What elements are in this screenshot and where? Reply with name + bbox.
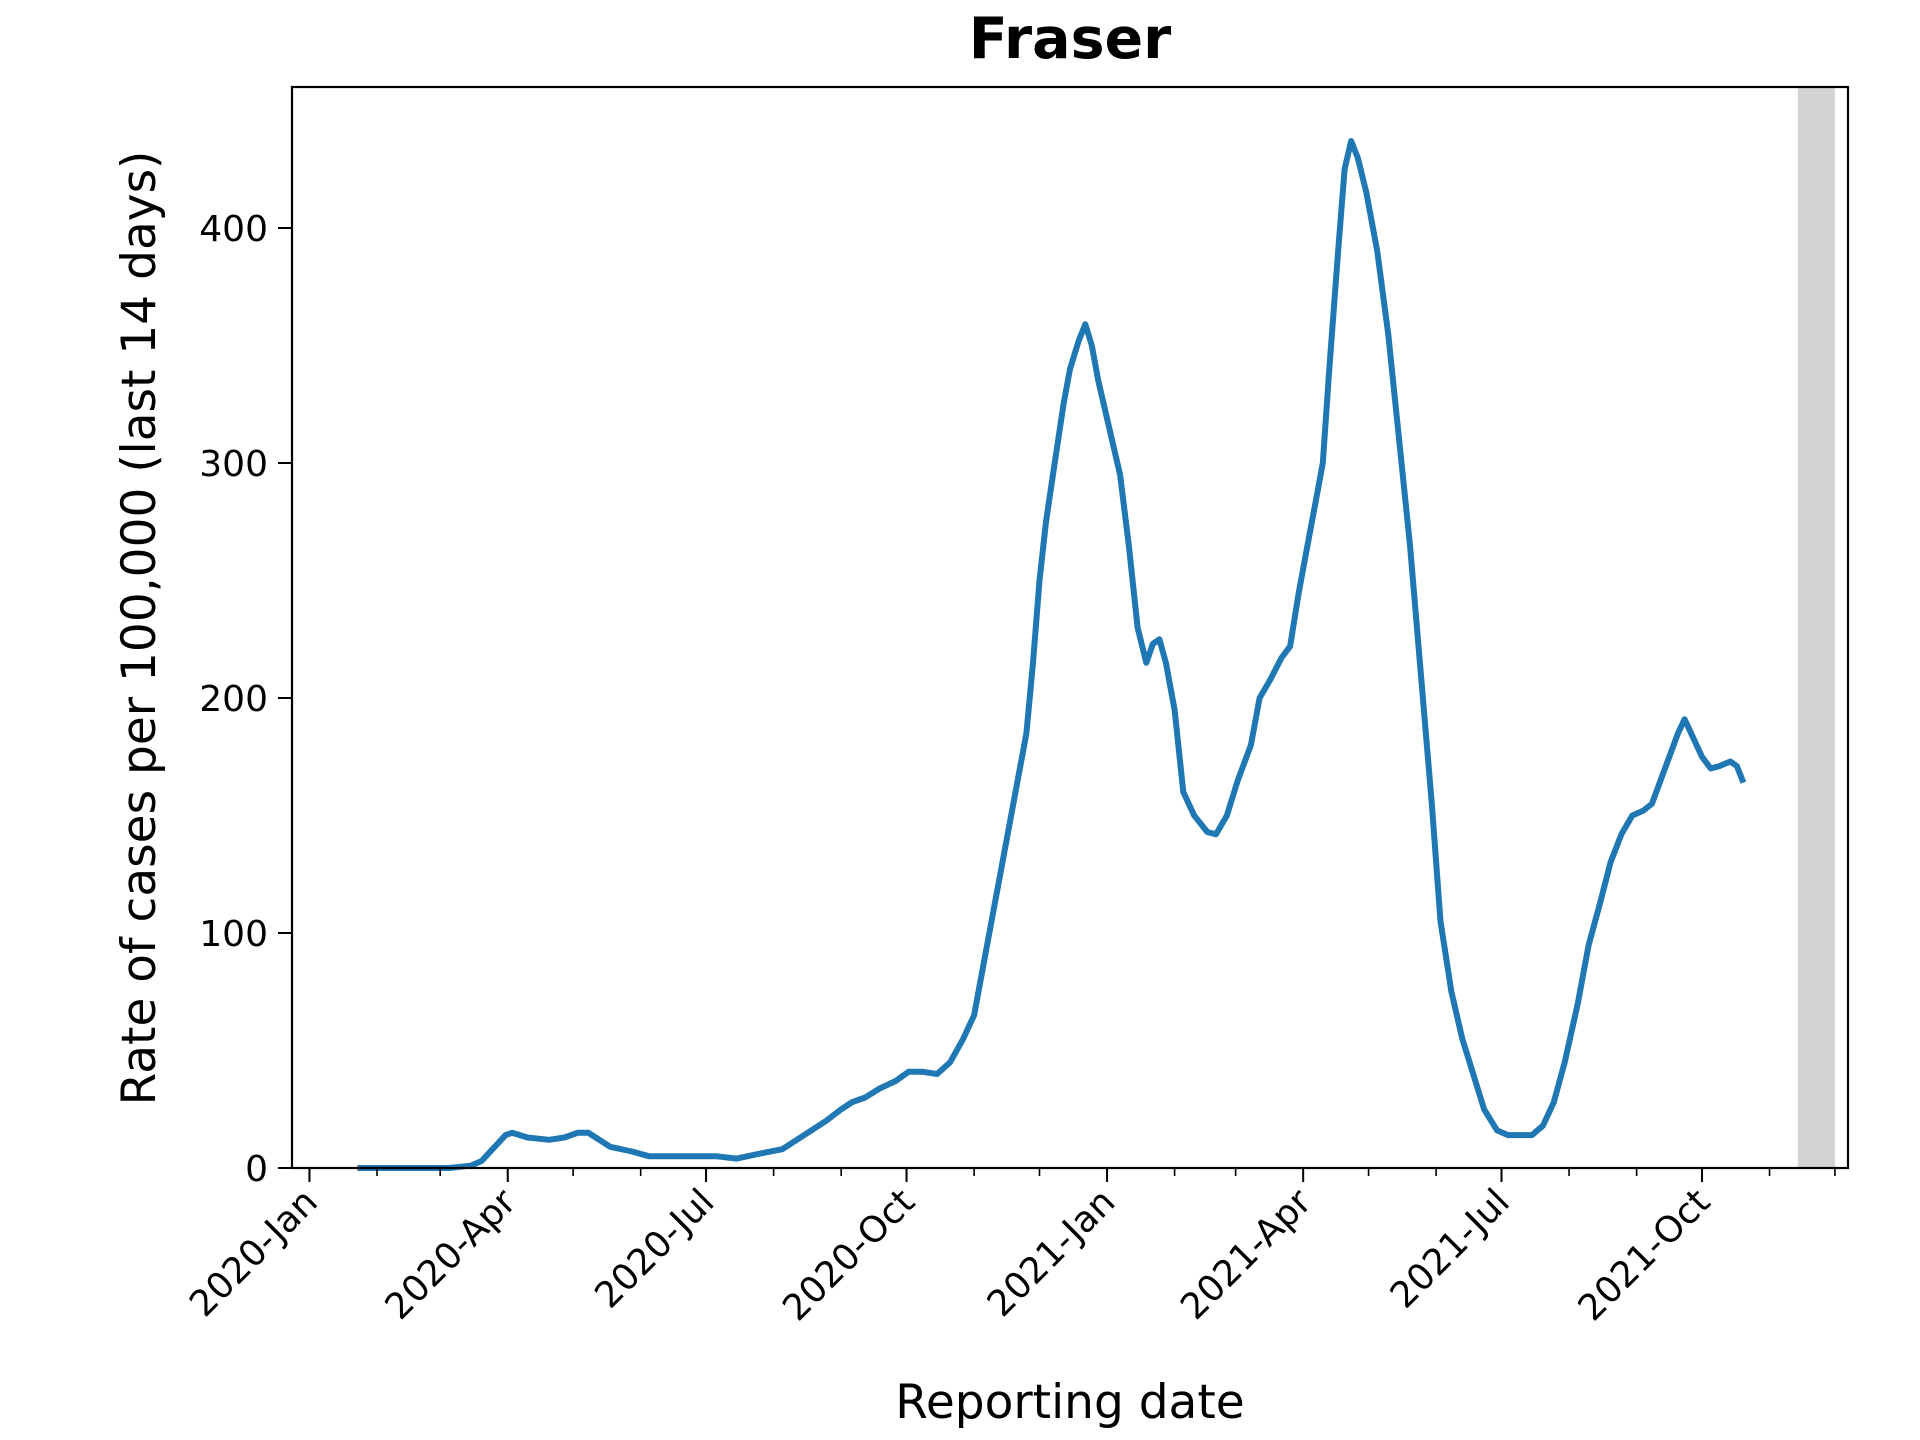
chart-title: Fraser	[969, 6, 1172, 72]
y-tick-label: 200	[199, 679, 268, 720]
shaded-region	[1797, 87, 1835, 1168]
x-axis-label: Reporting date	[895, 1375, 1244, 1430]
y-axis-label: Rate of cases per 100,000 (last 14 days)	[112, 151, 167, 1106]
series-line-1	[357, 138, 1747, 1171]
y-tick-label: 400	[199, 209, 268, 250]
y-tick-label: 300	[199, 444, 268, 485]
y-tick-label: 100	[199, 914, 268, 955]
y-tick-label: 0	[245, 1149, 268, 1190]
plot-frame	[290, 85, 1850, 1170]
